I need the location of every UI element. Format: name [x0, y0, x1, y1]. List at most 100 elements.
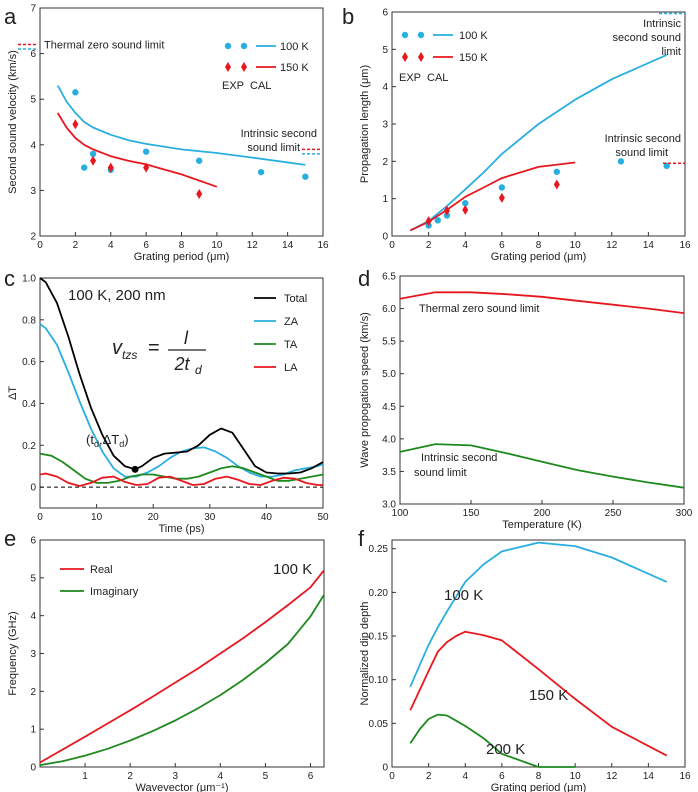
x-tick-label: 30 — [204, 512, 216, 523]
intrinsic-limit-label-line1: Intrinsic second — [241, 128, 317, 140]
y-tick-label: 0.15 — [369, 632, 389, 643]
y-tick-label: 0.8 — [22, 315, 36, 326]
td-point-label-part: ,ΔT — [99, 432, 119, 447]
y-tick-label: 1.0 — [22, 274, 36, 285]
y-tick-label: 0 — [382, 763, 388, 774]
y-tick-label: 0.20 — [369, 588, 389, 599]
panel-a-150-k-exp-point — [143, 162, 150, 173]
x-axis-label: Grating period (μm) — [134, 251, 230, 263]
x-tick-label: 4 — [218, 771, 224, 782]
x-tick-label: 10 — [91, 512, 103, 523]
x-tick-label: 10 — [570, 771, 582, 782]
panel-d-thermal-zero-sound-limit-line — [399, 291, 685, 314]
panel-a-100-k-exp-point — [72, 89, 79, 96]
panel-f-150-k-line — [409, 630, 668, 757]
panel-e-real-line — [39, 569, 325, 764]
intrinsic-limit-150k-label-line1: Intrinsic second — [605, 133, 681, 145]
panel-a-150-k-exp-point — [90, 155, 97, 166]
panel-letter-f: f — [358, 526, 365, 551]
panel-c-total-line — [39, 277, 324, 475]
y-tick-label: 6 — [382, 8, 388, 19]
panel-a-100-k-exp-point — [89, 150, 97, 158]
legend-150k-exp-symbol — [418, 52, 424, 62]
legend-ta-label: TA — [284, 339, 298, 351]
panel-e-title: 100 K — [273, 561, 312, 578]
x-tick-label: 8 — [536, 771, 542, 782]
formula-denominator: 2t — [173, 354, 190, 374]
x-tick-label: 3 — [172, 771, 178, 782]
x-tick-label: 14 — [282, 240, 294, 251]
x-tick-label: 2 — [426, 771, 432, 782]
legend-cal-label: CAL — [250, 80, 271, 92]
panel-d-intrinsic-second-sound-limit-line — [399, 443, 685, 489]
x-tick-label: 6 — [143, 240, 149, 251]
panel-e-imaginary-line — [39, 594, 325, 766]
y-axis-label: Propagation length (μm) — [359, 65, 371, 183]
td-point-label-subscript: d — [119, 439, 124, 449]
panel-a-150-k-exp-point — [107, 162, 114, 173]
x-tick-label: 50 — [317, 512, 329, 523]
y-tick-label: 6.0 — [382, 304, 396, 315]
x-tick-label: 8 — [179, 240, 185, 251]
td-point-label-part: ) — [124, 432, 128, 447]
x-axis-label: Time (ps) — [158, 523, 204, 535]
y-tick-label: 0 — [382, 232, 388, 243]
panel-a-100-k-exp-point — [142, 148, 150, 155]
legend-150k-exp-symbol — [225, 62, 231, 72]
y-tick-label: 5 — [30, 95, 36, 106]
y-tick-label: 4 — [30, 140, 36, 151]
y-tick-label: 0.25 — [369, 544, 389, 555]
x-axis-label: Temperature (K) — [502, 519, 581, 531]
x-tick-label: 6 — [308, 771, 314, 782]
legend-100k-exp-symbol — [240, 42, 248, 50]
panel-b-150-k-exp-point — [553, 179, 560, 190]
y-tick-label: 5 — [382, 45, 388, 56]
x-tick-label: 2 — [127, 771, 133, 782]
legend-150k-exp-symbol — [241, 62, 247, 72]
y-tick-label: 3.0 — [382, 500, 396, 511]
y-axis-label: Wave propogation speed (km/s) — [359, 312, 371, 468]
panel-b-150-k-cal-line — [409, 161, 576, 232]
panel-c-title: 100 K, 200 nm — [68, 287, 166, 304]
x-tick-label: 40 — [261, 512, 273, 523]
x-tick-label: 1 — [82, 771, 88, 782]
panel-letter-c: c — [4, 266, 15, 291]
panel-b-150-k-exp-point — [425, 216, 432, 227]
intrinsic-limit-100k-label-line3: limit — [661, 46, 681, 58]
x-tick-label: 16 — [679, 240, 691, 251]
y-tick-label: 2 — [382, 157, 388, 168]
x-tick-label: 6 — [499, 771, 505, 782]
panel-a-100-k-exp-point — [257, 168, 265, 176]
y-axis-label: Normalized dip depth — [359, 602, 371, 706]
legend-100k-label: 100 K — [459, 30, 488, 42]
y-tick-label: 2 — [30, 687, 36, 698]
td-point-label-subscript: d — [94, 439, 99, 449]
legend-100k-exp-symbol — [224, 42, 232, 50]
formula-denominator-subscript: d — [195, 363, 202, 377]
label-150k: 150 K — [529, 687, 568, 704]
y-tick-label: 0.4 — [22, 399, 36, 410]
panel-a-150-k-cal-line — [56, 112, 218, 188]
x-tick-label: 200 — [534, 508, 551, 519]
y-tick-label: 1 — [30, 725, 36, 736]
x-axis-label: Wavevector (μm⁻¹) — [135, 782, 228, 792]
x-tick-label: 14 — [643, 771, 655, 782]
x-tick-label: 150 — [463, 508, 480, 519]
x-tick-label: 20 — [148, 512, 160, 523]
legend-real-label: Real — [90, 564, 113, 576]
panel-f-200-k-line — [409, 713, 576, 768]
x-tick-label: 0 — [389, 771, 395, 782]
y-tick-label: 1 — [382, 194, 388, 205]
x-tick-label: 6 — [499, 240, 505, 251]
panel-a-100-k-exp-point — [302, 173, 309, 180]
x-tick-label: 0 — [37, 240, 43, 251]
thermal-limit-label: Thermal zero sound limit — [44, 39, 164, 51]
panel-letter-a: a — [4, 4, 17, 29]
x-tick-label: 4 — [462, 771, 468, 782]
y-tick-label: 3 — [30, 649, 36, 660]
x-tick-label: 2 — [73, 240, 79, 251]
legend-total-label: Total — [284, 293, 307, 305]
panel-c-chart: 0 10 20 30 40 50 0 0.2 0.4 0.6 0.8 1.0 Time (ps) ΔT 10… — [7, 274, 329, 536]
x-axis-label: Grating period (μm) — [491, 782, 587, 792]
